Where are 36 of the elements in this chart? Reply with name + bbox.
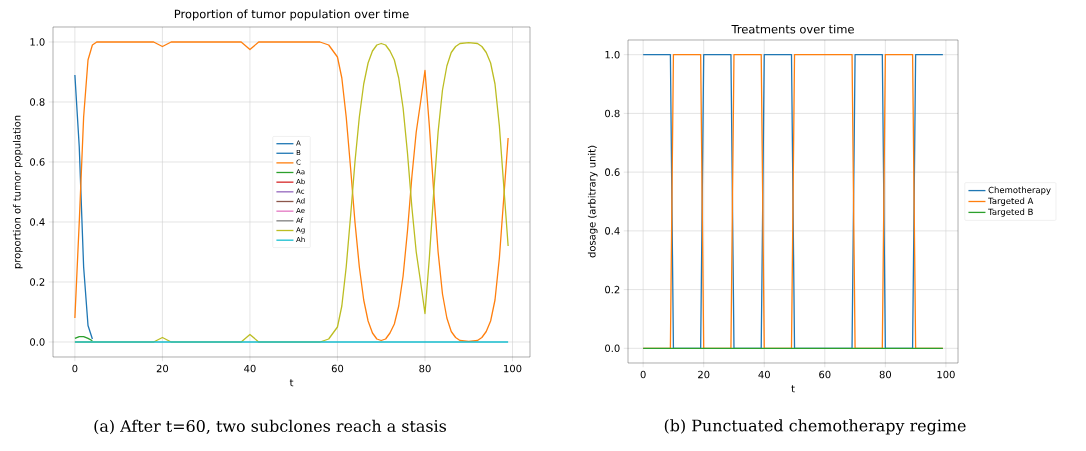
y-tick-label: 0.0 — [605, 344, 620, 353]
y-tick-label: 0.0 — [30, 338, 45, 346]
x-tick-label: 100 — [937, 370, 955, 379]
legend-label: Targeted A — [988, 197, 1034, 206]
x-tick-label: 80 — [879, 370, 892, 379]
y-axis-title: proportion of tumor population — [12, 115, 23, 269]
y-tick-label: 1.0 — [605, 50, 620, 59]
legend-label: Chemotherapy — [988, 186, 1051, 195]
x-tick-label: 20 — [698, 370, 710, 379]
y-tick-label: 0.8 — [605, 109, 620, 118]
text: (a) After t=60, two subclones reach a stasis — [94, 419, 447, 435]
y-tick-label: 0.6 — [30, 158, 45, 166]
x-tick-label: 40 — [244, 364, 256, 373]
chart-title: Treatments over time — [731, 24, 854, 34]
x-tick-label: 80 — [419, 364, 431, 373]
x-tick-label: 60 — [819, 370, 831, 379]
x-tick-label: 40 — [758, 370, 770, 379]
x-axis-title: t — [791, 385, 795, 393]
y-tick-label: 1.0 — [30, 38, 45, 46]
y-tick-label: 0.4 — [30, 218, 45, 226]
text: (b) Punctuated chemotherapy regime — [664, 419, 966, 435]
x-tick-label: 60 — [331, 364, 344, 373]
line-series — [74, 74, 94, 340]
x-tick-label: 0 — [640, 370, 646, 379]
y-axis-title: dosage (arbitrary unit) — [587, 145, 598, 258]
chart-title: Proportion of tumor population over time — [174, 9, 409, 21]
legend-label: Targeted B — [988, 208, 1033, 217]
x-tick-label: 0 — [72, 364, 78, 373]
x-axis-title: t — [289, 379, 294, 387]
y-tick-label: 0.8 — [30, 98, 45, 106]
x-tick-label: 20 — [156, 364, 169, 373]
y-tick-label: 0.4 — [605, 227, 620, 235]
y-tick-label: 0.2 — [605, 285, 620, 294]
y-tick-label: 0.2 — [30, 278, 45, 286]
y-tick-label: 0.6 — [605, 168, 620, 176]
x-tick-label: 100 — [504, 364, 522, 373]
